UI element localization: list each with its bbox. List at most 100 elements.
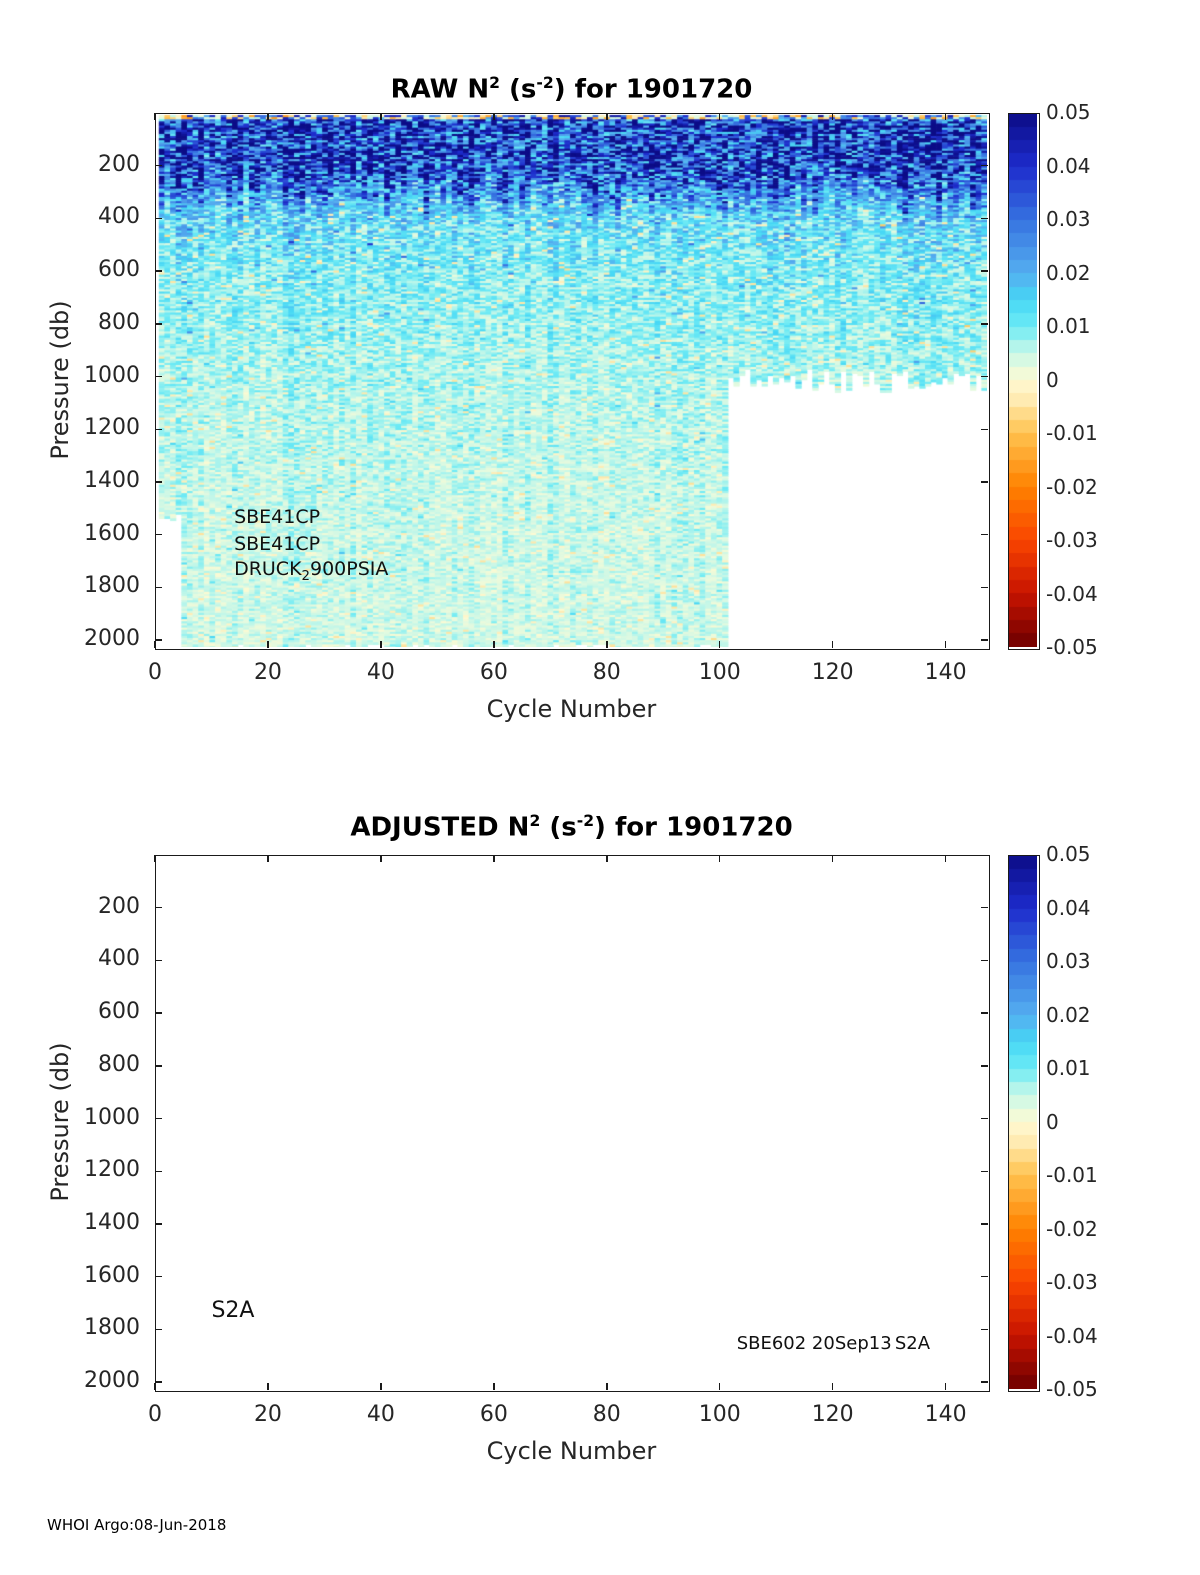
colorbar-tick-label: 0.03 <box>1046 207 1091 231</box>
colorbar-tick-label: 0 <box>1046 1109 1059 1134</box>
y-tick-label: 200 <box>98 151 140 177</box>
annotation-sbe602-date: SBE602 20Sep13 <box>736 1332 892 1354</box>
y-tick-mark <box>155 906 162 909</box>
x-tick-label: 0 <box>148 1402 162 1427</box>
y-tick-mark <box>981 1223 988 1225</box>
x-tick-mark <box>831 855 834 862</box>
y-tick-mark <box>155 1170 162 1172</box>
x-tick-label: 140 <box>924 1402 967 1427</box>
title-part: (s <box>499 74 537 105</box>
y-tick-label: 1800 <box>84 1315 140 1341</box>
x-tick-mark <box>267 641 269 648</box>
y-tick-mark <box>981 1328 988 1331</box>
x-tick-label: 120 <box>811 660 854 685</box>
y-tick-mark <box>155 217 162 220</box>
x-tick-mark <box>154 1383 156 1390</box>
y-tick-label: 1800 <box>84 573 140 599</box>
x-tick-mark <box>831 1383 834 1390</box>
y-tick-label: 600 <box>98 999 140 1025</box>
y-tick-mark <box>155 375 162 378</box>
y-tick-label: 1600 <box>84 1262 140 1288</box>
footer-text: WHOI Argo:08-Jun-2018 <box>47 1516 227 1534</box>
x-tick-label: 80 <box>592 660 621 685</box>
y-tick-label: 1200 <box>84 415 140 441</box>
title-superscript: 2 <box>489 74 500 92</box>
colorbar-tick-label: -0.01 <box>1046 1163 1098 1187</box>
y-tick-mark <box>981 1381 988 1383</box>
colorbar-tick-label: -0.04 <box>1046 581 1098 606</box>
x-tick-mark <box>718 641 721 648</box>
annotation-druck-2900psia: DRUCK2900PSIA <box>234 557 389 584</box>
y-tick-mark <box>981 217 988 220</box>
y-tick-label: 600 <box>98 257 140 283</box>
y-tick-mark <box>981 375 988 378</box>
title-superscript: 2 <box>529 812 541 830</box>
colorbar-tick-label: -0.02 <box>1046 1216 1098 1241</box>
x-tick-label: 100 <box>698 1402 741 1427</box>
annotation-sbe41cp-2: SBE41CP <box>234 532 321 555</box>
x-tick-label: 60 <box>479 660 508 685</box>
colorbar-tick-label: 0.05 <box>1046 842 1091 866</box>
y-tick-mark <box>155 1012 162 1014</box>
x-tick-mark <box>267 113 269 120</box>
y-tick-mark <box>155 164 162 167</box>
y-tick-mark <box>155 1381 162 1383</box>
x-tick-mark <box>606 641 608 648</box>
y-tick-mark <box>981 164 988 167</box>
x-tick-mark <box>831 641 834 648</box>
colorbar-tick-label: -0.05 <box>1046 1377 1098 1401</box>
y-tick-label: 400 <box>98 204 140 230</box>
y-tick-mark <box>155 959 162 962</box>
x-tick-mark <box>154 113 156 120</box>
title-part: ADJUSTED N <box>350 812 530 843</box>
colorbar-tick-label: -0.03 <box>1046 1270 1098 1294</box>
x-tick-label: 40 <box>366 660 395 685</box>
y-tick-mark <box>981 1117 988 1120</box>
x-tick-label: 120 <box>811 1402 854 1427</box>
y-tick-mark <box>155 639 162 641</box>
y-tick-mark <box>981 533 988 536</box>
x-tick-mark <box>380 641 382 648</box>
y-tick-label: 800 <box>98 1051 140 1077</box>
y-tick-mark <box>155 533 162 536</box>
x-tick-mark <box>944 1383 947 1390</box>
y-tick-mark <box>981 323 988 325</box>
colorbar-tick-label: 0.01 <box>1046 314 1091 338</box>
annotation-sbe41cp-1: SBE41CP <box>234 505 321 528</box>
y-tick-label: 800 <box>98 309 140 335</box>
y-tick-mark <box>155 481 162 483</box>
y-tick-label: 1600 <box>84 520 140 546</box>
y-tick-label: 1000 <box>84 362 140 388</box>
x-tick-mark <box>154 855 156 862</box>
y-tick-mark <box>981 906 988 909</box>
x-tick-mark <box>944 641 947 648</box>
y-tick-mark <box>155 323 162 325</box>
y-tick-label: 1000 <box>84 1104 140 1130</box>
y-tick-label: 400 <box>98 946 140 972</box>
colorbar-tick-label: 0 <box>1046 367 1059 392</box>
x-tick-mark <box>944 113 947 120</box>
x-tick-mark <box>380 113 382 120</box>
colorbar-tick-label: -0.02 <box>1046 474 1098 499</box>
title-superscript: -2 <box>576 812 595 830</box>
y-tick-mark <box>155 1328 162 1331</box>
colorbar-tick-label: -0.05 <box>1046 635 1098 659</box>
x-tick-label: 100 <box>698 660 741 685</box>
colorbar-tick-label: 0.02 <box>1046 260 1091 285</box>
colorbar-tick-label: 0.02 <box>1046 1002 1091 1027</box>
x-tick-mark <box>380 1383 382 1390</box>
x-tick-mark <box>606 113 608 120</box>
y-tick-label: 1200 <box>84 1157 140 1183</box>
y-tick-mark <box>981 1012 988 1014</box>
y-tick-mark <box>155 1275 162 1278</box>
x-tick-label: 60 <box>479 1402 508 1427</box>
x-tick-mark <box>267 1383 269 1390</box>
y-tick-mark <box>981 1275 988 1278</box>
adjusted-colorbar-canvas <box>1009 856 1037 1389</box>
y-tick-label: 2000 <box>84 1368 140 1394</box>
x-tick-label: 140 <box>924 660 967 685</box>
annotation-s2a-left: S2A <box>211 1297 255 1323</box>
y-tick-mark <box>155 270 162 272</box>
x-tick-label: 0 <box>148 660 162 685</box>
